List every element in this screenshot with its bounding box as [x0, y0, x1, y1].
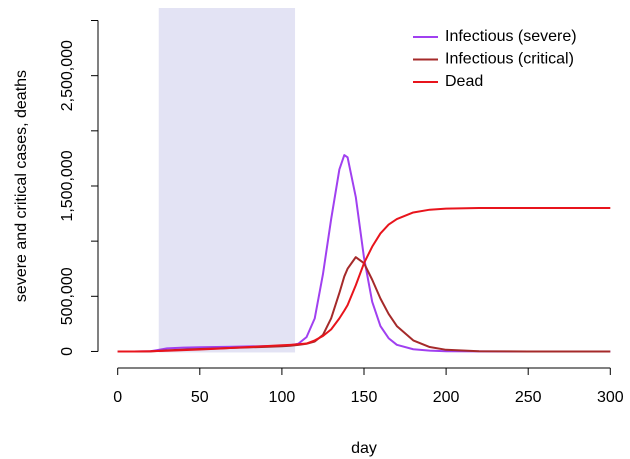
x-tick-label: 50	[191, 389, 209, 406]
legend-label: Infectious (severe)	[445, 28, 577, 45]
series-line	[117, 207, 611, 353]
y-tick-label: 500,000	[59, 267, 76, 325]
y-axis-label: severe and critical cases, deaths	[13, 70, 30, 302]
x-tick-label: 100	[269, 389, 296, 406]
y-tick-label: 2,500,000	[59, 40, 76, 111]
x-tick-label: 0	[113, 389, 122, 406]
legend-label: Infectious (critical)	[445, 51, 574, 68]
series-line	[117, 154, 611, 353]
x-tick-label: 200	[433, 389, 460, 406]
y-tick-label: 1,500,000	[59, 150, 76, 221]
legend-label: Dead	[445, 73, 483, 90]
x-tick-label: 250	[515, 389, 542, 406]
y-tick-label: 0	[59, 347, 76, 356]
x-axis-label: day	[351, 440, 377, 457]
x-tick-label: 150	[351, 389, 378, 406]
highlight-band	[158, 8, 296, 353]
x-tick-label: 300	[597, 389, 624, 406]
